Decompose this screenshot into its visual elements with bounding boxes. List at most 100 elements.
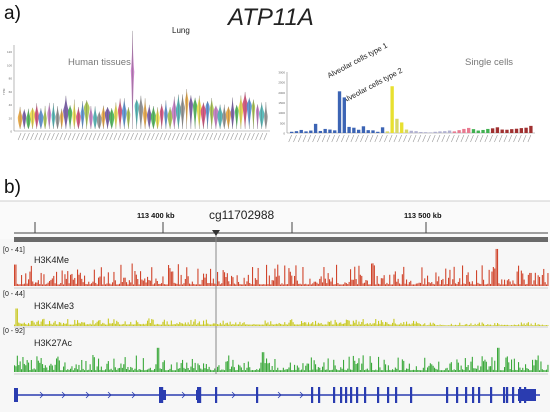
signal-bar [298, 283, 300, 286]
signal-bar [149, 367, 151, 372]
signal-bar [33, 368, 35, 372]
signal-bar [463, 325, 465, 326]
signal-bar [502, 370, 504, 372]
signal-bar [401, 359, 403, 372]
signal-bar [49, 320, 51, 326]
cell-x-tick-label [513, 134, 517, 143]
signal-bar [301, 321, 303, 326]
signal-bar [252, 324, 254, 326]
signal-bar [512, 370, 514, 372]
signal-bar [439, 370, 441, 372]
signal-bar [252, 267, 254, 286]
signal-bar [401, 274, 403, 286]
signal-bar [477, 365, 479, 372]
signal-bar [373, 370, 375, 372]
signal-bar [144, 278, 146, 286]
signal-bar [72, 279, 74, 286]
signal-bar [547, 364, 549, 372]
signal-bar [455, 370, 457, 372]
signal-bar [504, 324, 506, 326]
signal-bar [212, 370, 214, 372]
signal-bar [404, 324, 406, 326]
signal-bar [77, 320, 79, 326]
signal-bar [21, 369, 23, 372]
signal-bar [70, 368, 72, 372]
signal-bar [33, 283, 35, 286]
tissue-x-tick-label [21, 132, 26, 141]
signal-bar [114, 367, 116, 372]
signal-bar [205, 364, 207, 372]
signal-bar [173, 370, 175, 372]
signal-bar [154, 283, 156, 286]
signal-bar [79, 323, 81, 326]
signal-bar [452, 279, 454, 286]
signal-bar [40, 321, 42, 326]
signal-bar [210, 268, 212, 286]
signal-bar [361, 321, 363, 326]
signal-bar [281, 283, 283, 286]
gene-exon [506, 387, 509, 403]
signal-bar [432, 322, 434, 326]
signal-bar [345, 370, 347, 372]
signal-bar [309, 370, 311, 372]
signal-bar [429, 283, 431, 286]
tissue-x-tick-label [138, 132, 143, 141]
signal-bar [14, 365, 16, 372]
signal-bar [344, 323, 346, 326]
signal-bar [217, 324, 219, 326]
signal-bar [270, 321, 272, 326]
signal-bar [376, 324, 378, 326]
signal-bar [137, 279, 139, 286]
signal-bar [194, 319, 196, 326]
signal-bar [403, 322, 405, 326]
signal-bar [453, 266, 455, 286]
signal-bar [343, 359, 345, 372]
signal-bar [177, 264, 179, 286]
signal-bar [313, 324, 315, 326]
cell-y-tick: 1000 [278, 111, 285, 115]
signal-bar [420, 370, 422, 372]
tissue-x-tick-label [159, 132, 164, 141]
signal-bar [466, 367, 468, 372]
signal-bar [106, 283, 108, 286]
signal-bar [147, 320, 149, 326]
signal-bar [120, 363, 122, 372]
signal-bar [546, 325, 548, 326]
signal-bar [142, 323, 144, 326]
signal-bar [196, 324, 198, 326]
signal-bar [540, 284, 542, 286]
cell-x-tick-label [384, 134, 388, 143]
signal-bar [366, 368, 368, 372]
cell-y-tick: 500 [280, 121, 285, 125]
signal-bar [326, 324, 328, 326]
signal-bar [354, 266, 356, 286]
panel-b-label: b) [4, 177, 21, 198]
gene-utr [518, 389, 536, 401]
signal-bar [161, 369, 163, 372]
signal-bar [539, 324, 541, 326]
signal-bar [42, 284, 44, 286]
signal-bar [394, 323, 396, 326]
signal-bar [502, 284, 504, 286]
signal-bar [410, 370, 412, 372]
signal-bar [86, 284, 88, 286]
signal-bar [313, 281, 315, 286]
signal-bar [151, 370, 153, 372]
signal-bar [501, 324, 503, 326]
gene-exon [345, 387, 348, 403]
signal-bar [375, 319, 377, 326]
signal-bar [16, 283, 18, 286]
signal-bar [187, 368, 189, 372]
signal-bar [543, 268, 545, 286]
signal-bar [186, 324, 188, 326]
signal-bar [64, 362, 66, 372]
signal-bar [166, 321, 168, 326]
signal-bar [466, 323, 468, 326]
tissue-x-tick-label [221, 132, 226, 141]
signal-bar [131, 367, 133, 372]
signal-bar [508, 362, 510, 372]
signal-bar [140, 369, 142, 372]
signal-bar [15, 366, 17, 372]
cell-bar [385, 131, 390, 133]
signal-bar [140, 324, 142, 326]
